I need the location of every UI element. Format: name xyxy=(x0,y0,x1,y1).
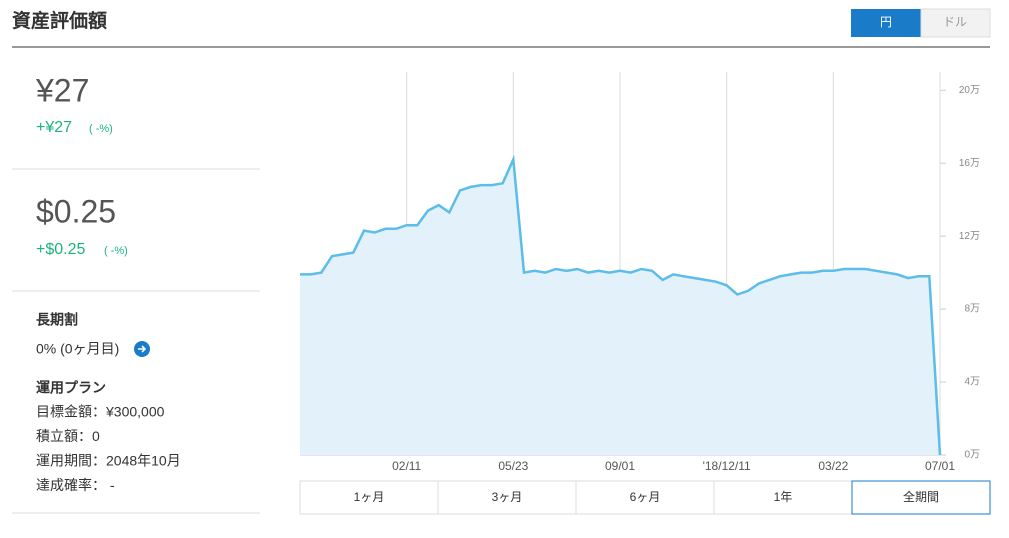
period-label: 全期間 xyxy=(903,489,939,504)
x-tick-label: 09/01 xyxy=(605,459,635,473)
jpy-value: ¥27 xyxy=(35,72,89,108)
plan-item: 積立額：0 xyxy=(36,428,100,444)
x-tick-label: 07/01 xyxy=(925,459,955,473)
page-title: 資産評価額 xyxy=(12,9,107,32)
period-button[interactable] xyxy=(713,480,853,515)
x-tick-label: 02/11 xyxy=(392,459,421,473)
period-label: 1年 xyxy=(774,490,793,504)
plan-title: 運用プラン xyxy=(36,380,106,396)
y-tick-label: 12万 xyxy=(959,231,980,242)
y-tick-label: 20万 xyxy=(959,85,980,96)
period-label: 3ヶ月 xyxy=(492,490,523,504)
y-tick-label: 4万 xyxy=(964,377,980,388)
x-tick-label: '18/12/11 xyxy=(703,459,751,473)
area xyxy=(300,159,940,455)
x-tick-label: 03/22 xyxy=(818,459,848,473)
period-button[interactable] xyxy=(437,480,577,515)
period-label: 1ヶ月 xyxy=(354,490,385,504)
y-tick-label: 8万 xyxy=(964,304,980,315)
toggle-usd[interactable] xyxy=(920,8,991,38)
toggle-label: ドル xyxy=(943,15,967,29)
period-button[interactable] xyxy=(851,480,991,515)
long-term-value: 0% (0ヶ月目) xyxy=(36,341,119,357)
usd-pct: ( -%) xyxy=(104,245,128,257)
x-tick-label: 05/23 xyxy=(498,459,528,473)
usd-value: $0.25 xyxy=(36,193,116,229)
period-label: 6ヶ月 xyxy=(630,490,661,504)
plan-item: 目標金額：¥300,000 xyxy=(36,404,165,420)
plan-item: 達成確率： - xyxy=(36,477,115,493)
jpy-pct: ( -%) xyxy=(89,123,113,135)
period-button[interactable] xyxy=(575,480,715,515)
line xyxy=(300,154,942,456)
long-term-label: 長期割 xyxy=(36,312,78,328)
jpy-change: +¥27 xyxy=(36,119,72,136)
y-tick-label: 16万 xyxy=(959,158,980,169)
arrow xyxy=(138,345,147,353)
usd-change: +$0.25 xyxy=(36,241,85,258)
toggle-label: 円 xyxy=(880,15,892,29)
toggle-yen[interactable] xyxy=(851,9,921,37)
plan-item: 運用期間：2048年10月 xyxy=(36,453,181,469)
y-tick-label: 0万 xyxy=(964,450,980,461)
